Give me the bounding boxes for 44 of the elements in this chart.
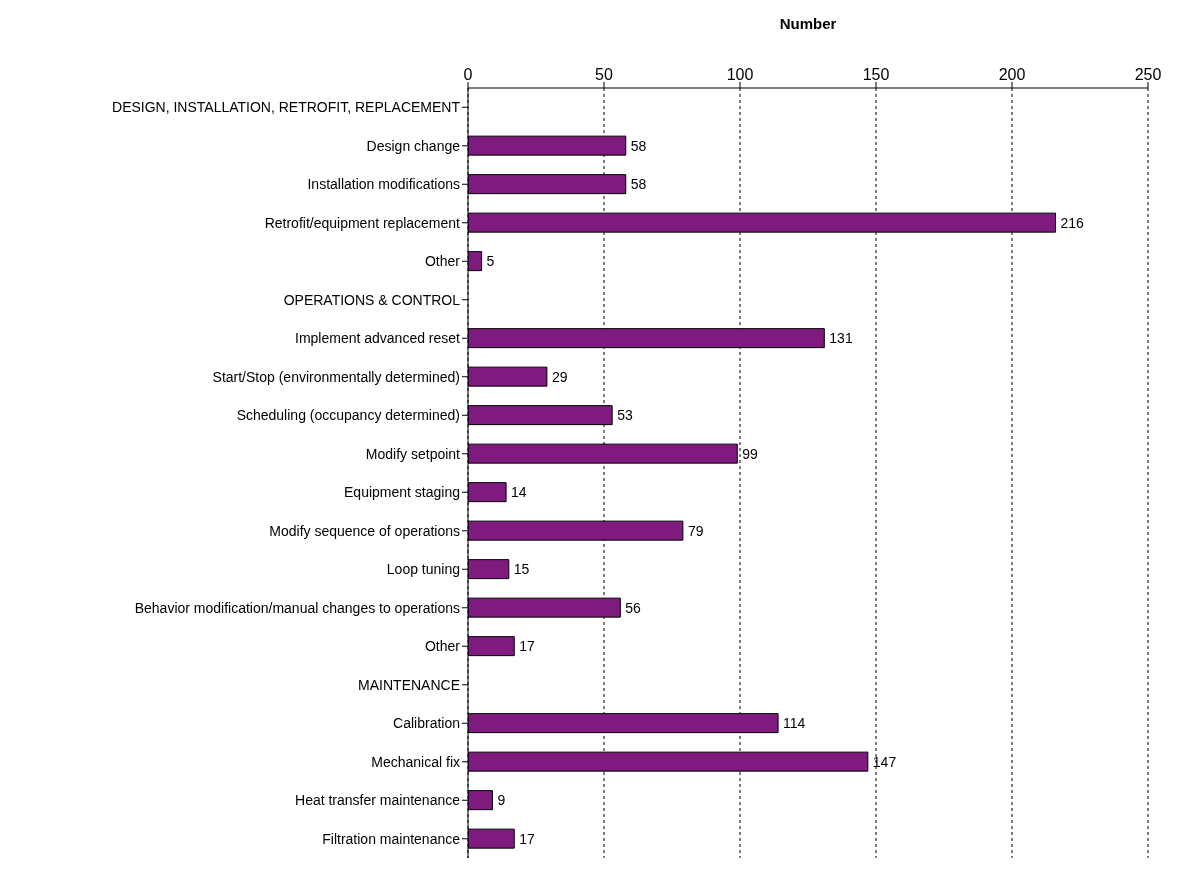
y-tick-label: Loop tuning <box>386 561 460 578</box>
x-axis-title: Number <box>779 14 837 32</box>
data-label: 114 <box>783 715 806 732</box>
y-tick-label: Calibration <box>393 715 460 732</box>
x-tick-label: 150 <box>862 66 890 83</box>
data-label: 147 <box>872 753 897 770</box>
x-tick-label: 50 <box>595 66 613 83</box>
data-label: 216 <box>1060 214 1085 231</box>
y-tick-label: Implement advanced reset <box>295 330 461 347</box>
data-label: 15 <box>513 561 530 578</box>
data-label: 99 <box>742 445 759 462</box>
y-tick-label: Behavior modification/manual changes to operations <box>134 599 460 616</box>
x-tick-label: 100 <box>726 66 754 83</box>
y-tick-label: Installation modifications <box>307 176 460 193</box>
data-label: 58 <box>630 137 647 154</box>
x-tick-label: 250 <box>1134 66 1162 83</box>
x-tick-label: 200 <box>998 66 1026 83</box>
data-label: 79 <box>687 522 704 539</box>
data-label: 58 <box>630 176 647 193</box>
y-tick-label: Mechanical fix <box>371 753 460 770</box>
y-tick-label: DESIGN, INSTALLATION, RETROFIT, REPLACEMENT <box>112 99 461 116</box>
y-tick-label: MAINTENANCE <box>358 676 460 693</box>
y-tick-label: Retrofit/equipment replacement <box>264 214 461 231</box>
data-label: 29 <box>551 368 568 385</box>
y-tick-label: Filtration maintenance <box>322 830 461 847</box>
data-label: 17 <box>519 638 536 655</box>
x-tick-label: 0 <box>463 66 473 83</box>
y-tick-label: Equipment staging <box>344 484 460 501</box>
data-label: 56 <box>625 599 642 616</box>
y-tick-label: Other <box>424 638 461 655</box>
data-label: 9 <box>497 792 506 809</box>
y-tick-label: Modify sequence of operations <box>269 522 460 539</box>
data-label: 5 <box>486 253 495 270</box>
y-tick-label: OPERATIONS & CONTROL <box>283 291 461 308</box>
y-tick-label: Other <box>424 253 461 270</box>
data-label: 131 <box>829 330 853 347</box>
data-label: 17 <box>519 830 536 847</box>
data-label: 14 <box>511 484 527 501</box>
y-tick-label: Scheduling (occupancy determined) <box>236 407 460 424</box>
data-label: 53 <box>617 407 633 424</box>
y-tick-label: Start/Stop (environmentally determined) <box>212 368 460 385</box>
y-tick-label: Heat transfer maintenance <box>295 792 461 809</box>
y-tick-label: Design change <box>366 137 461 154</box>
y-tick-label: Modify setpoint <box>365 445 461 462</box>
